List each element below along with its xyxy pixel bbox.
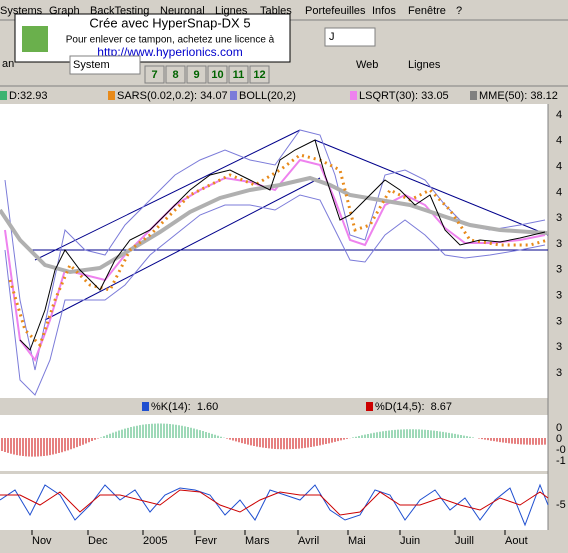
month-label: Juill xyxy=(455,535,474,547)
price-tick: 4 xyxy=(556,186,562,198)
period-button[interactable] xyxy=(228,65,249,84)
macd-tick: 0 xyxy=(556,433,562,445)
month-label: Mars xyxy=(245,535,270,547)
trend-line xyxy=(44,177,321,321)
menu-item[interactable]: Tables xyxy=(260,5,292,17)
period-button[interactable] xyxy=(207,65,228,84)
month-label: Aout xyxy=(505,535,528,547)
legend-swatch xyxy=(350,91,357,100)
menu-item[interactable]: Systems xyxy=(0,5,43,17)
period-label: 10 xyxy=(211,69,223,81)
month-label: Avril xyxy=(298,535,319,547)
price-line xyxy=(19,139,546,351)
legend-label: D:32.93 xyxy=(9,90,48,102)
period-label: 12 xyxy=(253,69,265,81)
web[interactable]: Web xyxy=(356,59,378,71)
menu-item[interactable]: Neuronal xyxy=(160,5,205,17)
price-tick: 3 xyxy=(556,367,562,379)
watermark-text: Pour enlever ce tampon, achetez une lice… xyxy=(66,35,275,46)
lines[interactable]: Lignes xyxy=(408,59,441,71)
symbol-combo[interactable] xyxy=(324,27,376,47)
stoch-panel xyxy=(0,474,548,530)
legend-swatch xyxy=(366,402,373,411)
price-tick: 4 xyxy=(556,135,562,147)
menu-item[interactable]: Fenêtre xyxy=(408,5,446,17)
menu-item[interactable]: Lignes xyxy=(215,5,248,17)
menu-item[interactable]: Graph xyxy=(49,5,80,17)
legend-label: SARS(0.02,0.2): 34.07 xyxy=(117,90,228,102)
sar-dots xyxy=(8,153,549,348)
price-tick: 3 xyxy=(556,264,562,276)
watermark-icon xyxy=(22,26,48,52)
month-label: Fevr xyxy=(195,535,217,547)
month-label: Juin xyxy=(400,535,420,547)
legend-swatch xyxy=(230,91,237,100)
boll-lower xyxy=(4,194,546,396)
symbol: J xyxy=(329,31,335,43)
macd-tick: -0 xyxy=(556,444,566,456)
toolbar-left: an xyxy=(2,58,14,70)
price-tick: 3 xyxy=(556,315,562,327)
legend-label: MME(50): 38.12 xyxy=(479,90,558,102)
stoch-tick: -5 xyxy=(556,499,566,511)
stoch-legend: %K(14): 1.60 xyxy=(151,401,218,413)
menu-item[interactable]: Portefeuilles xyxy=(305,5,366,17)
price-tick: 4 xyxy=(556,161,562,173)
macd-tick: -1 xyxy=(556,455,566,467)
price-tick: 3 xyxy=(556,341,562,353)
period-button[interactable] xyxy=(165,65,186,84)
price-tick: 3 xyxy=(556,290,562,302)
period-button[interactable] xyxy=(144,65,165,84)
menu-item[interactable]: Infos xyxy=(372,5,396,17)
legend-label: LSQRT(30): 33.05 xyxy=(359,90,449,102)
system: System xyxy=(73,59,110,71)
trend-line xyxy=(34,129,301,261)
legend-swatch xyxy=(0,91,7,100)
price-drawing xyxy=(0,129,549,396)
price-tick: 3 xyxy=(556,238,562,250)
month-label: Dec xyxy=(88,535,108,547)
price-tick: 4 xyxy=(556,109,562,121)
system-combo[interactable] xyxy=(69,55,141,75)
month-label: 2005 xyxy=(143,535,167,547)
boll-upper xyxy=(4,129,546,371)
macd-histogram xyxy=(1,423,546,457)
macd-panel xyxy=(0,415,548,471)
period-label: 7 xyxy=(151,69,157,81)
stoch-legend: %D(14,5): 8.67 xyxy=(375,401,452,413)
legend-label: BOLL(20,2) xyxy=(239,90,296,102)
d-line xyxy=(0,489,549,516)
watermark-box xyxy=(14,13,291,63)
watermark-title: Crée avec HyperSnap-DX 5 xyxy=(89,15,250,30)
month-label: Nov xyxy=(32,535,52,547)
period-label: 9 xyxy=(193,69,199,81)
price-panel xyxy=(0,104,548,398)
legend-swatch xyxy=(108,91,115,100)
menu-item[interactable]: BackTesting xyxy=(90,5,149,17)
price-tick: 3 xyxy=(556,212,562,224)
period-label: 8 xyxy=(172,69,178,81)
menu-item[interactable]: ? xyxy=(456,5,462,17)
period-button[interactable] xyxy=(186,65,207,84)
legend-swatch xyxy=(470,91,477,100)
month-label: Mai xyxy=(348,535,366,547)
legend-swatch xyxy=(142,402,149,411)
period-label: 11 xyxy=(233,69,245,81)
macd-tick: 0 xyxy=(556,422,562,434)
period-button[interactable] xyxy=(249,65,270,84)
